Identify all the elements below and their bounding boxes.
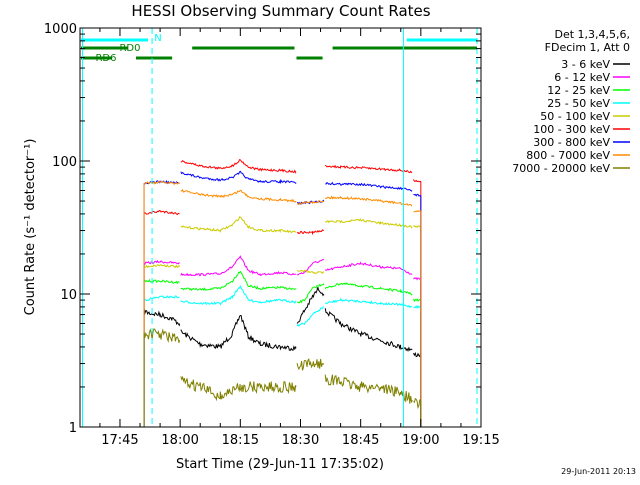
flag-label: RD6 <box>95 53 116 64</box>
legend-label: 800 - 7000 keV <box>526 149 610 162</box>
flag-label: N <box>154 33 161 44</box>
series-line <box>143 209 180 216</box>
footer-date: 29-Jun-2011 20:13 <box>561 467 636 476</box>
series-group <box>143 216 422 427</box>
series-line <box>296 199 325 205</box>
series-group <box>143 285 422 427</box>
series-line <box>180 270 297 292</box>
legend-label: 6 - 12 keV <box>554 71 610 84</box>
series-line <box>143 295 180 302</box>
series-line <box>324 282 413 296</box>
series-line <box>296 358 325 371</box>
legend-header: Det 1,3,4,5,6, <box>554 28 630 41</box>
series-line <box>180 188 297 203</box>
y-tick-label: 1000 <box>44 22 77 37</box>
series-line <box>180 170 297 185</box>
series-line <box>296 200 325 205</box>
series-line <box>413 224 422 229</box>
flag-n-group: N <box>81 33 477 44</box>
series-line <box>324 297 413 309</box>
y-tick-label: 10 <box>60 288 77 303</box>
series-line <box>143 278 180 285</box>
flag-rd6-group: RD6 <box>81 53 323 64</box>
series-line <box>324 308 413 353</box>
series-line <box>296 306 324 327</box>
series-line <box>143 259 180 266</box>
y-axis-label: Count Rate (s⁻¹ detector⁻¹) <box>23 139 38 316</box>
series-line <box>324 195 413 207</box>
series-line <box>296 269 325 275</box>
series-line <box>413 351 422 358</box>
x-tick-label: 18:45 <box>342 433 379 448</box>
x-tick-label: 19:15 <box>462 433 499 448</box>
x-tick-label: 17:45 <box>101 433 138 448</box>
series-line <box>296 258 325 276</box>
series-line <box>324 261 413 275</box>
series-line <box>296 287 325 324</box>
legend-label: 7000 - 20000 keV <box>512 162 610 175</box>
series-group <box>143 287 422 427</box>
series-line <box>413 179 422 183</box>
series-line <box>180 159 297 174</box>
series-line <box>324 374 413 404</box>
series-line <box>324 218 413 229</box>
x-tick-label: 18:00 <box>161 433 198 448</box>
series-line <box>143 264 180 269</box>
series-line <box>180 255 297 277</box>
series-line <box>180 375 297 402</box>
y-tick-label: 100 <box>52 155 77 170</box>
series-line <box>325 181 413 192</box>
series-line <box>413 277 422 281</box>
legend-header: FDecim 1, Att 0 <box>545 41 630 54</box>
series-line <box>180 314 297 351</box>
series-line <box>143 180 180 185</box>
x-tick-label: 18:15 <box>222 433 259 448</box>
series-line <box>413 210 422 213</box>
series-group <box>143 270 422 427</box>
legend-label: 25 - 50 keV <box>547 97 610 110</box>
y-tick-label: 1 <box>69 421 77 436</box>
legend-label: 3 - 6 keV <box>561 58 610 71</box>
series-line <box>413 298 422 303</box>
legend-label: 300 - 800 keV <box>533 136 610 149</box>
series-group <box>143 255 422 427</box>
series-line <box>324 164 413 174</box>
series-line <box>297 283 325 304</box>
legend-label: 50 - 100 keV <box>540 110 610 123</box>
chart-title: HESSI Observing Summary Count Rates <box>131 2 430 20</box>
series-line <box>143 328 180 343</box>
series-line <box>180 216 297 234</box>
series-line <box>180 285 297 306</box>
series-group <box>143 328 422 427</box>
series-line <box>413 304 422 310</box>
series-line <box>143 308 180 327</box>
series-line <box>296 229 325 236</box>
series-line <box>413 193 422 197</box>
x-tick-label: 18:30 <box>282 433 319 448</box>
legend-label: 12 - 25 keV <box>547 84 610 97</box>
x-axis-label: Start Time (29-Jun-11 17:35:02) <box>176 457 384 472</box>
x-tick-label: 19:00 <box>402 433 439 448</box>
legend-label: 100 - 300 keV <box>533 123 610 136</box>
flag-rd0-group: RD0 <box>81 43 477 54</box>
flag-label: RD0 <box>119 43 140 54</box>
series-line <box>413 397 422 410</box>
